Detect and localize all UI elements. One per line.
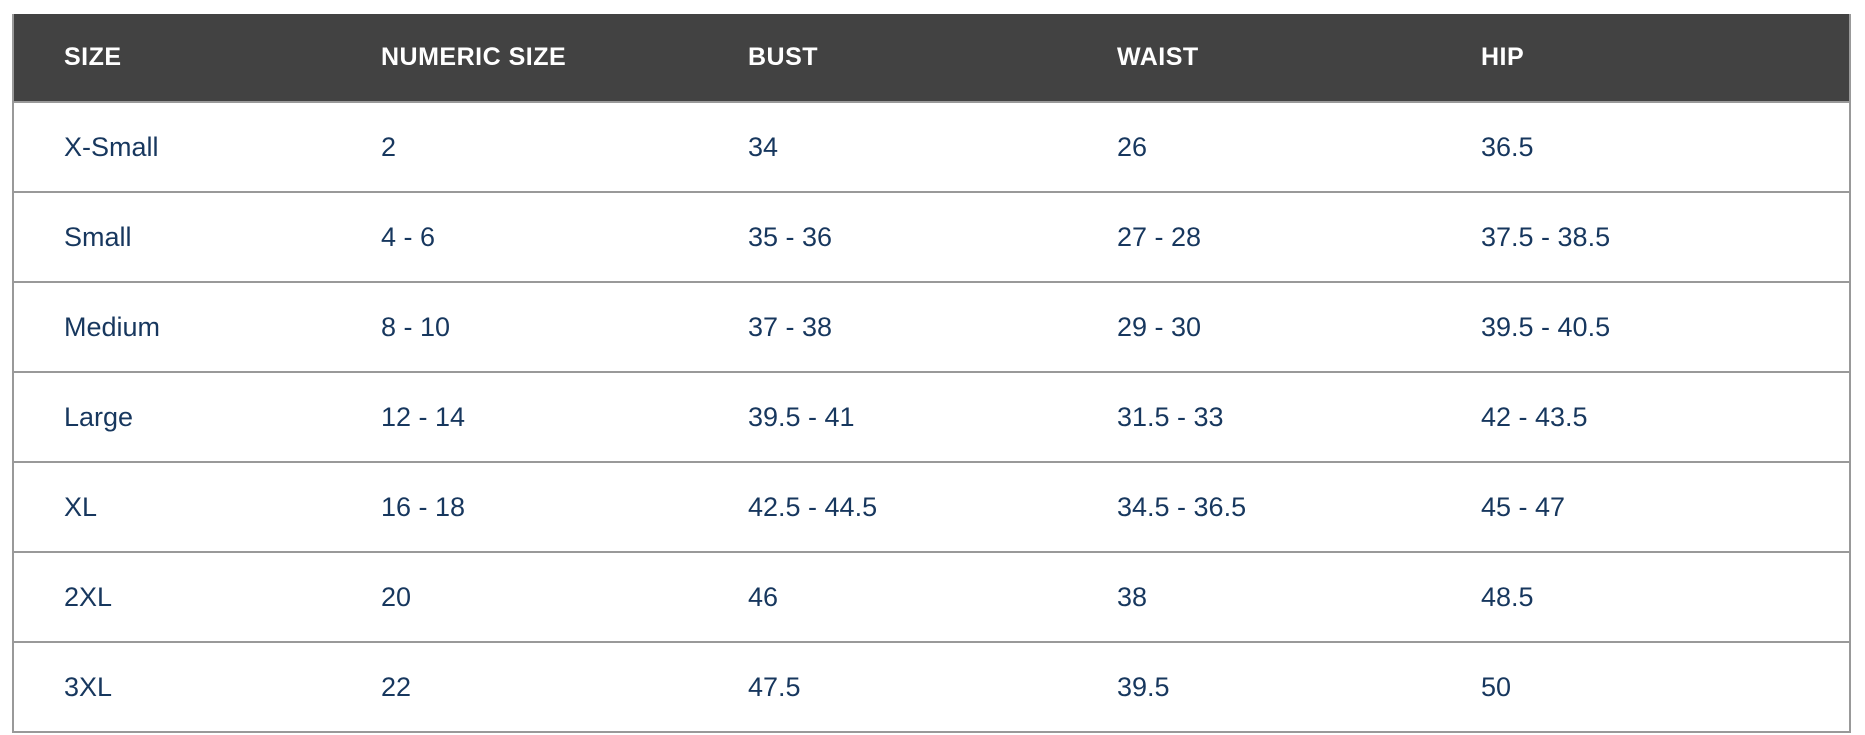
cell-size: 3XL	[14, 641, 331, 731]
cell-waist: 39.5	[1067, 641, 1431, 731]
cell-numeric-size: 20	[331, 551, 698, 642]
cell-bust: 39.5 - 41	[698, 371, 1067, 462]
column-header-waist: WAIST	[1067, 14, 1431, 102]
size-chart-table: SIZE NUMERIC SIZE BUST WAIST HIP X-Small…	[14, 14, 1849, 731]
cell-bust: 35 - 36	[698, 191, 1067, 282]
cell-hip: 42 - 43.5	[1431, 371, 1849, 462]
cell-hip: 50	[1431, 641, 1849, 731]
cell-size: X-Small	[14, 101, 331, 192]
cell-waist: 38	[1067, 551, 1431, 642]
cell-hip: 48.5	[1431, 551, 1849, 642]
column-header-hip: HIP	[1431, 14, 1849, 102]
cell-bust: 47.5	[698, 641, 1067, 731]
cell-numeric-size: 16 - 18	[331, 461, 698, 552]
table-row-medium: Medium 8 - 10 37 - 38 29 - 30 39.5 - 40.…	[14, 281, 1849, 372]
cell-hip: 45 - 47	[1431, 461, 1849, 552]
cell-bust: 42.5 - 44.5	[698, 461, 1067, 552]
cell-waist: 31.5 - 33	[1067, 371, 1431, 462]
cell-hip: 36.5	[1431, 101, 1849, 192]
table-row-small: Small 4 - 6 35 - 36 27 - 28 37.5 - 38.5	[14, 191, 1849, 282]
column-header-bust: BUST	[698, 14, 1067, 102]
table-row-xl: XL 16 - 18 42.5 - 44.5 34.5 - 36.5 45 - …	[14, 461, 1849, 552]
cell-size: Medium	[14, 281, 331, 372]
table-row-2xl: 2XL 20 46 38 48.5	[14, 551, 1849, 642]
cell-bust: 46	[698, 551, 1067, 642]
cell-hip: 37.5 - 38.5	[1431, 191, 1849, 282]
column-header-size: SIZE	[14, 14, 331, 102]
table-row-3xl: 3XL 22 47.5 39.5 50	[14, 641, 1849, 731]
cell-size: Large	[14, 371, 331, 462]
cell-size: 2XL	[14, 551, 331, 642]
cell-bust: 34	[698, 101, 1067, 192]
size-chart: SIZE NUMERIC SIZE BUST WAIST HIP X-Small…	[12, 14, 1851, 733]
cell-waist: 34.5 - 36.5	[1067, 461, 1431, 552]
cell-waist: 26	[1067, 101, 1431, 192]
table-row-x-small: X-Small 2 34 26 36.5	[14, 101, 1849, 192]
cell-size: Small	[14, 191, 331, 282]
table-row-large: Large 12 - 14 39.5 - 41 31.5 - 33 42 - 4…	[14, 371, 1849, 462]
cell-hip: 39.5 - 40.5	[1431, 281, 1849, 372]
cell-numeric-size: 4 - 6	[331, 191, 698, 282]
cell-numeric-size: 8 - 10	[331, 281, 698, 372]
cell-waist: 27 - 28	[1067, 191, 1431, 282]
cell-size: XL	[14, 461, 331, 552]
cell-bust: 37 - 38	[698, 281, 1067, 372]
cell-waist: 29 - 30	[1067, 281, 1431, 372]
header-row: SIZE NUMERIC SIZE BUST WAIST HIP	[14, 14, 1849, 102]
cell-numeric-size: 2	[331, 101, 698, 192]
cell-numeric-size: 22	[331, 641, 698, 731]
cell-numeric-size: 12 - 14	[331, 371, 698, 462]
column-header-numeric-size: NUMERIC SIZE	[331, 14, 698, 102]
